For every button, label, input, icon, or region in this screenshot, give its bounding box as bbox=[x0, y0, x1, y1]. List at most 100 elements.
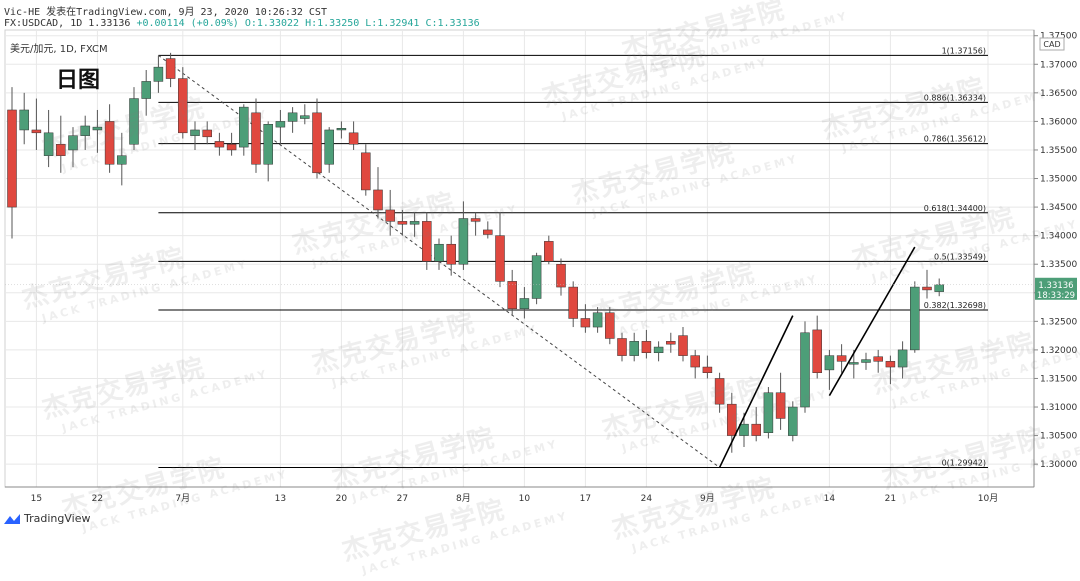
candle-down bbox=[56, 144, 66, 156]
countdown-label: 18:33:29 bbox=[1037, 291, 1075, 301]
candle-down bbox=[873, 356, 883, 362]
symbol-quote: FX:USDCAD, 1D 1.33136 bbox=[4, 18, 131, 29]
y-tick-label: 1.35500 bbox=[1040, 146, 1077, 156]
y-tick-label: 1.37000 bbox=[1040, 60, 1077, 70]
candle-down bbox=[751, 423, 761, 436]
candle-up bbox=[788, 406, 798, 436]
candle-up bbox=[300, 115, 310, 119]
candle-up bbox=[190, 129, 200, 136]
candle-up bbox=[849, 362, 859, 365]
y-tick-label: 1.36500 bbox=[1040, 89, 1077, 99]
x-tick-label: 20 bbox=[336, 494, 348, 504]
candle-up bbox=[763, 392, 774, 433]
y-tick-label: 1.33500 bbox=[1040, 260, 1077, 270]
candle-down bbox=[470, 218, 481, 222]
candle-down bbox=[422, 221, 432, 262]
y-tick-label: 1.34500 bbox=[1040, 203, 1077, 213]
plot-area bbox=[4, 29, 1035, 488]
candle-down bbox=[690, 355, 700, 368]
currency-label: CAD bbox=[1043, 40, 1060, 49]
x-tick-label: 8月 bbox=[456, 493, 471, 504]
candle-up bbox=[275, 121, 286, 128]
candle-down bbox=[397, 221, 408, 225]
fib-level-label: 0.618(1.34400) bbox=[924, 204, 986, 213]
candle-down bbox=[446, 243, 456, 265]
candle-down bbox=[226, 144, 237, 151]
currency-box bbox=[1039, 37, 1065, 51]
candle-up bbox=[153, 66, 164, 82]
candle-down bbox=[678, 335, 688, 356]
trend-line bbox=[828, 246, 916, 396]
fib-level-label: 0.886(1.36334) bbox=[924, 93, 986, 102]
candle-up bbox=[324, 129, 334, 165]
fib-level-label: 0(1.29942) bbox=[942, 458, 986, 467]
x-tick-label: 17 bbox=[580, 494, 591, 504]
candle-down bbox=[104, 121, 115, 165]
ohlc-values: O:1.33022 H:1.33250 L:1.32941 C:1.33136 bbox=[244, 18, 480, 29]
candle-down bbox=[836, 355, 847, 362]
y-tick-label: 1.35000 bbox=[1040, 175, 1077, 185]
candle-down bbox=[556, 263, 566, 288]
candle-down bbox=[580, 318, 591, 328]
candle-down bbox=[312, 112, 322, 174]
tradingview-icon bbox=[4, 513, 20, 524]
x-tick-label: 10 bbox=[519, 494, 531, 504]
candle-up bbox=[934, 284, 944, 292]
candle-down bbox=[568, 286, 578, 319]
candle-up bbox=[263, 124, 273, 165]
price-change: +0.00114 (+0.09%) bbox=[136, 18, 239, 29]
price-tag-label: 1.33136 bbox=[1038, 281, 1073, 291]
candle-up bbox=[824, 355, 835, 371]
candle-down bbox=[385, 209, 395, 222]
x-tick-label: 22 bbox=[92, 494, 103, 504]
trend-line bbox=[718, 315, 794, 468]
candle-up bbox=[68, 135, 78, 151]
tradingview-logo[interactable]: TradingView bbox=[4, 512, 90, 525]
candle-down bbox=[373, 189, 383, 211]
candle-up bbox=[629, 341, 639, 356]
x-tick-label: 9月 bbox=[700, 493, 715, 504]
y-tick-label: 1.30500 bbox=[1040, 432, 1077, 442]
candle-down bbox=[507, 281, 517, 310]
y-tick-label: 1.37500 bbox=[1040, 32, 1077, 42]
candle-down bbox=[178, 78, 188, 134]
candle-up bbox=[409, 221, 420, 225]
candle-up bbox=[336, 128, 347, 131]
candle-down bbox=[348, 132, 359, 145]
candle-up bbox=[129, 98, 139, 145]
candle-up bbox=[739, 423, 749, 436]
timeframe-title: 日图 bbox=[56, 68, 101, 93]
price-tag-box bbox=[1035, 277, 1077, 300]
x-tick-label: 10月 bbox=[978, 493, 998, 504]
candle-up bbox=[531, 255, 542, 299]
candle-down bbox=[165, 58, 176, 79]
candle-down bbox=[714, 378, 725, 405]
candle-up bbox=[434, 243, 444, 262]
candle-down bbox=[885, 361, 896, 368]
y-tick-label: 1.36000 bbox=[1040, 117, 1077, 127]
candle-up bbox=[519, 298, 530, 310]
candle-up bbox=[117, 155, 127, 165]
y-tick-label: 1.31500 bbox=[1040, 374, 1077, 384]
candle-down bbox=[214, 141, 225, 148]
candle-up bbox=[861, 359, 871, 363]
candle-down bbox=[202, 129, 212, 138]
candle-down bbox=[361, 152, 371, 191]
candle-up bbox=[239, 106, 249, 148]
candle-down bbox=[544, 241, 554, 262]
candle-up bbox=[141, 81, 151, 99]
candle-up bbox=[80, 125, 90, 136]
x-tick-label: 13 bbox=[275, 494, 286, 504]
y-tick-label: 1.32500 bbox=[1040, 317, 1077, 327]
x-tick-label: 14 bbox=[824, 494, 836, 504]
y-tick-label: 1.34000 bbox=[1040, 232, 1077, 242]
candle-down bbox=[702, 366, 713, 374]
fib-level-label: 0.786(1.35612) bbox=[924, 135, 986, 144]
candle-down bbox=[7, 109, 17, 208]
y-tick-label: 1.30000 bbox=[1040, 460, 1077, 470]
symbol-description: 美元/加元, 1D, FXCM bbox=[10, 44, 108, 55]
candle-down bbox=[641, 341, 652, 354]
candle-down bbox=[666, 341, 676, 345]
candlestick-chart[interactable]: 1.37500 1.37000 1.36500 1.36000 1.35500 1.350… bbox=[0, 0, 1080, 533]
